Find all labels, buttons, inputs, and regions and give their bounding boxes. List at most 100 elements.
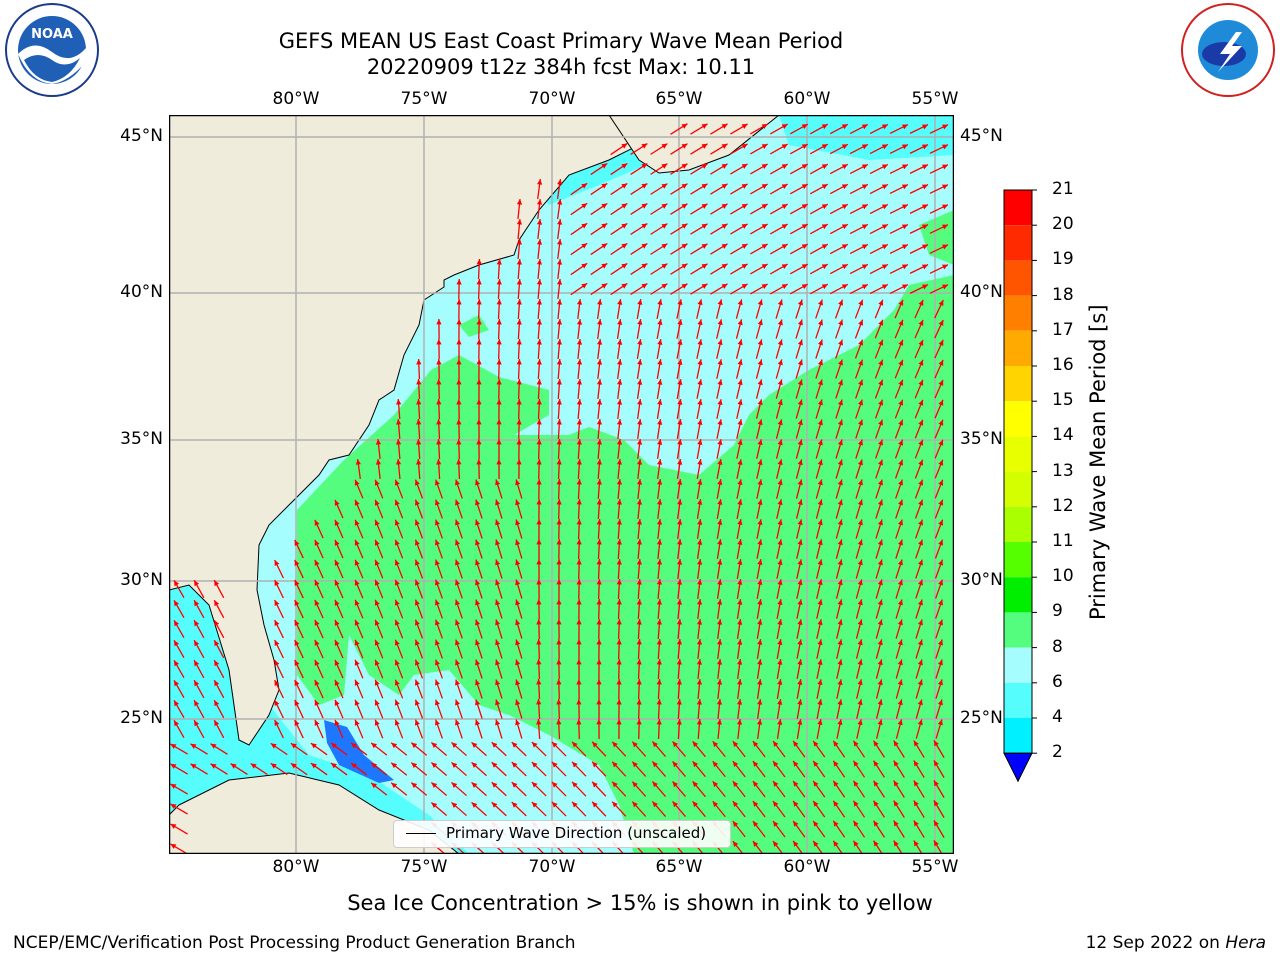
wave-arrow-head — [536, 199, 543, 205]
wave-arrow-head — [737, 619, 743, 625]
colorbar-segment — [1004, 436, 1032, 472]
wave-arrow-head — [881, 244, 888, 250]
wave-arrow-head — [597, 319, 603, 325]
lon-label: 75°W — [400, 857, 448, 877]
wave-arrow-head — [354, 659, 360, 666]
wave-arrow-head — [897, 719, 903, 726]
wave-arrow-head — [797, 579, 803, 586]
wave-arrow-head — [696, 619, 703, 625]
wave-arrow-head — [901, 224, 908, 230]
wave-arrow-head — [761, 224, 768, 229]
wave-arrow-head — [314, 579, 320, 586]
wave-arrow-head — [757, 459, 763, 466]
wave-arrow-head — [921, 204, 928, 210]
wave-arrow-head — [797, 599, 803, 606]
wave-arrow-head — [436, 419, 442, 425]
wave-arrow-head — [692, 801, 699, 808]
wave-arrow-head — [314, 619, 320, 626]
wave-arrow-head — [701, 123, 708, 129]
wave-arrow-head — [491, 742, 498, 748]
wave-arrow-head — [857, 439, 863, 446]
wave-arrow-head — [596, 639, 602, 645]
wave-arrow-head — [637, 359, 643, 365]
wave-arrow-head — [757, 579, 763, 585]
wave-arrow-head — [451, 762, 458, 768]
wave-arrow-head — [214, 580, 220, 587]
wave-arrow-head — [556, 599, 562, 605]
wave-arrow-head — [793, 760, 799, 767]
wave-arrow-head — [732, 801, 739, 808]
wave-arrow-head — [813, 800, 819, 807]
wave-arrow-head — [938, 499, 944, 506]
wave-arrow-head — [781, 284, 788, 290]
wave-arrow-head — [757, 499, 763, 506]
wave-arrow-head — [837, 499, 843, 506]
wave-arrow-head — [592, 741, 598, 748]
wave-arrow-head — [757, 699, 763, 705]
wave-arrow-head — [576, 399, 582, 405]
ocean-period-9-10 — [459, 315, 489, 337]
ocean-period-9-10 — [297, 275, 954, 854]
wave-arrow-head — [515, 599, 521, 606]
wave-arrow-head — [937, 639, 943, 646]
wave-arrow-head — [717, 419, 723, 426]
wave-arrow-head — [676, 579, 683, 585]
wave-arrow-head — [436, 379, 442, 385]
wave-arrow-head — [576, 299, 583, 305]
wave-arrow-head — [712, 761, 719, 768]
wave-arrow-head — [636, 639, 642, 645]
wave-arrow-head — [857, 679, 863, 686]
wave-arrow-head — [414, 599, 420, 606]
wave-arrow-head — [837, 399, 843, 406]
wave-arrow-head — [656, 599, 662, 605]
wave-arrow-head — [737, 559, 743, 565]
wave-arrow-head — [515, 559, 521, 566]
wave-arrow-head — [878, 359, 884, 366]
wave-arrow-head — [632, 761, 638, 768]
wave-arrow-head — [616, 479, 623, 485]
wave-arrow-head — [676, 539, 683, 545]
wave-arrow-head — [394, 679, 400, 686]
wave-arrow-head — [556, 459, 562, 465]
wave-arrow-head — [576, 639, 582, 645]
wave-arrow-head — [777, 659, 783, 665]
wave-arrow-head — [556, 659, 562, 665]
wave-arrow-head — [677, 319, 683, 326]
wave-arrow-head — [741, 243, 748, 249]
wave-arrow-head — [737, 479, 743, 486]
wave-arrow-head — [371, 762, 377, 769]
colorbar-tick-label: 13 — [1052, 460, 1074, 481]
wave-arrow-head — [334, 539, 340, 546]
wave-arrow-head — [214, 600, 220, 607]
wave-arrow-head — [921, 224, 928, 230]
wave-arrow-head — [496, 259, 502, 265]
wave-arrow-head — [612, 761, 618, 768]
colorbar-segment — [1004, 612, 1032, 648]
wave-arrow-head — [837, 479, 843, 486]
wave-arrow-head — [601, 223, 608, 229]
wave-arrow-head — [612, 801, 618, 808]
footer-branch: NCEP/EMC/Verification Post Processing Pr… — [13, 933, 576, 953]
wave-arrow-head — [741, 283, 748, 289]
wave-arrow-head — [511, 802, 518, 808]
wave-arrow-head — [777, 339, 783, 346]
colorbar-segment — [1004, 647, 1032, 683]
wave-arrow-head — [797, 639, 803, 646]
wave-arrow-head — [476, 459, 482, 465]
wave-arrow-head — [556, 639, 562, 645]
wave-arrow-head — [274, 679, 280, 686]
wave-arrow-head — [230, 763, 237, 769]
wave-arrow-head — [838, 319, 844, 326]
wave-arrow-head — [596, 679, 602, 685]
wave-arrow-head — [274, 559, 280, 566]
wave-arrow-head — [752, 781, 759, 787]
wave-arrow-head — [681, 143, 688, 149]
wave-arrow-head — [781, 164, 788, 170]
wave-arrow-head — [596, 379, 603, 385]
wave-arrow-head — [656, 639, 662, 645]
wave-arrow-head — [773, 800, 779, 807]
wave-arrow-head — [190, 763, 197, 769]
wave-arrow-head — [918, 359, 924, 366]
map-legend: Primary Wave Direction (unscaled) — [393, 820, 731, 848]
wave-arrow-head — [334, 619, 340, 626]
